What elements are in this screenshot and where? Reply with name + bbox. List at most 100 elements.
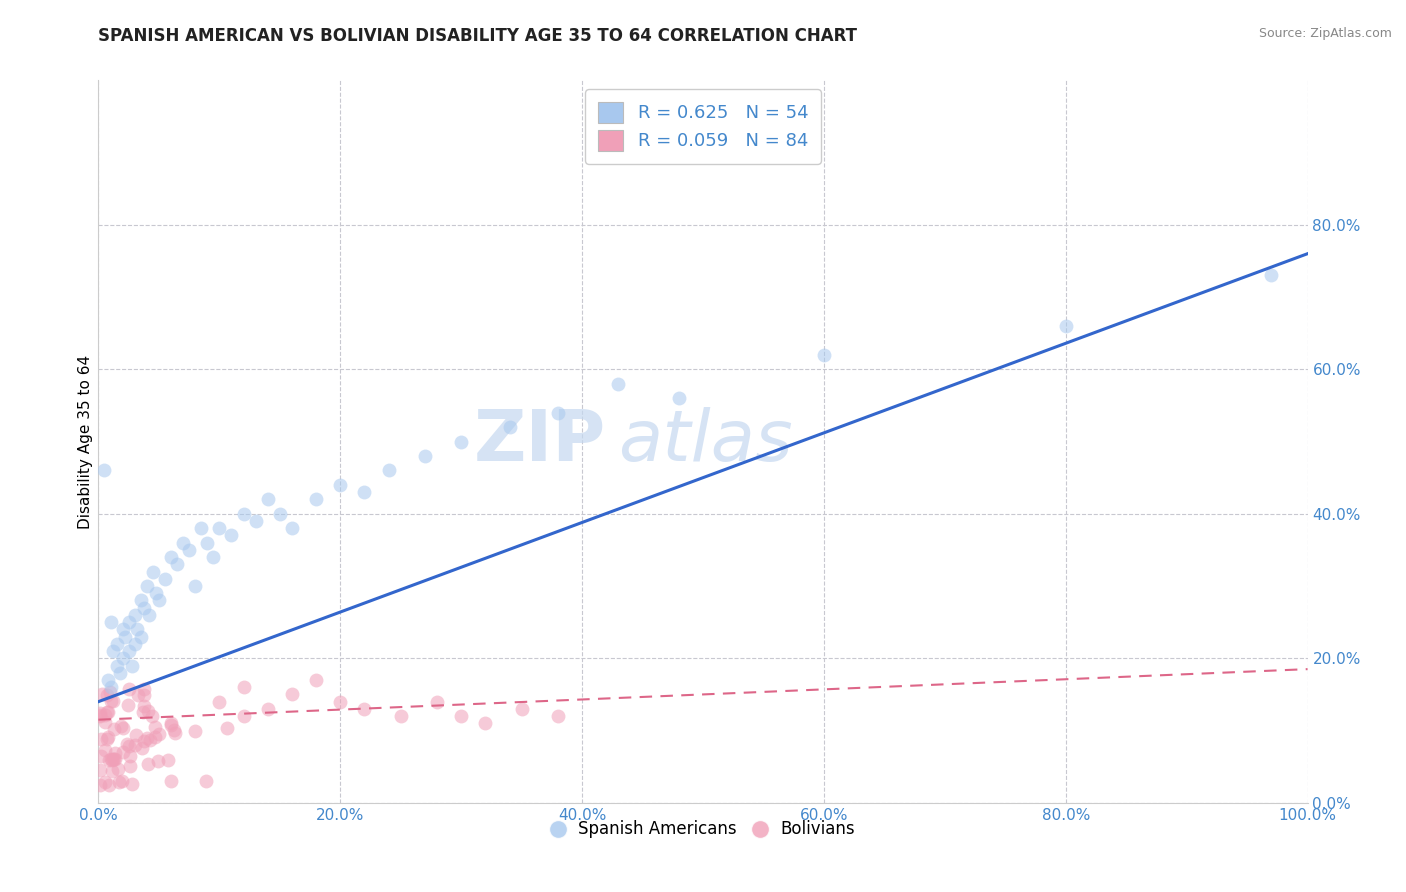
Point <box>120 749 142 764</box>
Point <box>474 716 496 731</box>
Point <box>450 434 472 449</box>
Point <box>256 702 278 716</box>
Point <box>160 716 183 731</box>
Point <box>93 714 115 729</box>
Point <box>111 623 134 637</box>
Point <box>163 723 186 737</box>
Point <box>141 708 163 723</box>
Point <box>98 753 121 767</box>
Point <box>90 687 112 701</box>
Text: SPANISH AMERICAN VS BOLIVIAN DISABILITY AGE 35 TO 64 CORRELATION CHART: SPANISH AMERICAN VS BOLIVIAN DISABILITY … <box>98 27 858 45</box>
Point <box>105 637 128 651</box>
Point <box>135 731 157 745</box>
Point <box>142 565 165 579</box>
Point <box>607 376 630 391</box>
Point <box>269 507 291 521</box>
Point <box>101 752 124 766</box>
Point <box>124 607 146 622</box>
Point <box>547 406 569 420</box>
Point <box>138 607 160 622</box>
Point <box>145 586 167 600</box>
Point <box>156 753 179 767</box>
Point <box>131 741 153 756</box>
Point <box>232 680 254 694</box>
Point <box>89 708 111 723</box>
Point <box>134 734 156 748</box>
Point <box>132 698 155 713</box>
Point <box>112 721 135 735</box>
Point <box>89 706 111 720</box>
Point <box>129 593 152 607</box>
Text: Source: ZipAtlas.com: Source: ZipAtlas.com <box>1258 27 1392 40</box>
Point <box>94 775 117 789</box>
Point <box>117 698 139 712</box>
Point <box>160 550 183 565</box>
Point <box>195 535 218 549</box>
Point <box>97 673 120 687</box>
Point <box>353 702 375 716</box>
Point <box>138 757 160 772</box>
Point <box>111 773 134 788</box>
Point <box>139 733 162 747</box>
Point <box>108 775 131 789</box>
Point <box>117 737 139 751</box>
Text: atlas: atlas <box>619 407 793 476</box>
Point <box>148 754 170 768</box>
Point <box>107 762 129 776</box>
Point <box>1260 268 1282 283</box>
Point <box>114 630 136 644</box>
Y-axis label: Disability Age 35 to 64: Disability Age 35 to 64 <box>77 354 93 529</box>
Point <box>377 463 399 477</box>
Point <box>111 651 134 665</box>
Point <box>104 746 127 760</box>
Point <box>179 542 201 557</box>
Point <box>105 658 128 673</box>
Point <box>135 579 157 593</box>
Point <box>153 572 176 586</box>
Point <box>121 658 143 673</box>
Point <box>104 752 127 766</box>
Point <box>143 720 166 734</box>
Point <box>208 521 231 535</box>
Point <box>93 463 115 477</box>
Point <box>232 507 254 521</box>
Point <box>281 521 304 535</box>
Point <box>96 731 118 745</box>
Point <box>108 665 131 680</box>
Point <box>329 695 352 709</box>
Point <box>111 745 134 759</box>
Point <box>89 763 111 777</box>
Point <box>127 688 149 702</box>
Legend: Spanish Americans, Bolivians: Spanish Americans, Bolivians <box>544 814 862 845</box>
Point <box>148 593 170 607</box>
Text: ZIP: ZIP <box>474 407 606 476</box>
Point <box>413 449 436 463</box>
Point <box>426 695 449 709</box>
Point <box>215 721 238 735</box>
Point <box>1054 318 1077 333</box>
Point <box>221 528 243 542</box>
Point <box>256 492 278 507</box>
Point <box>97 778 120 792</box>
Point <box>103 723 125 737</box>
Point <box>668 391 690 405</box>
Point <box>305 492 328 507</box>
Point <box>208 695 231 709</box>
Point <box>165 726 187 740</box>
Point <box>124 738 146 752</box>
Point <box>98 685 121 699</box>
Point <box>118 644 141 658</box>
Point <box>100 752 122 766</box>
Point <box>148 727 170 741</box>
Point <box>510 702 533 716</box>
Point <box>145 730 167 744</box>
Point <box>121 777 143 791</box>
Point <box>329 478 352 492</box>
Point <box>100 764 122 779</box>
Point <box>498 420 520 434</box>
Point <box>190 521 212 535</box>
Point <box>124 728 146 742</box>
Point <box>172 535 194 549</box>
Point <box>96 705 118 719</box>
Point <box>305 673 328 687</box>
